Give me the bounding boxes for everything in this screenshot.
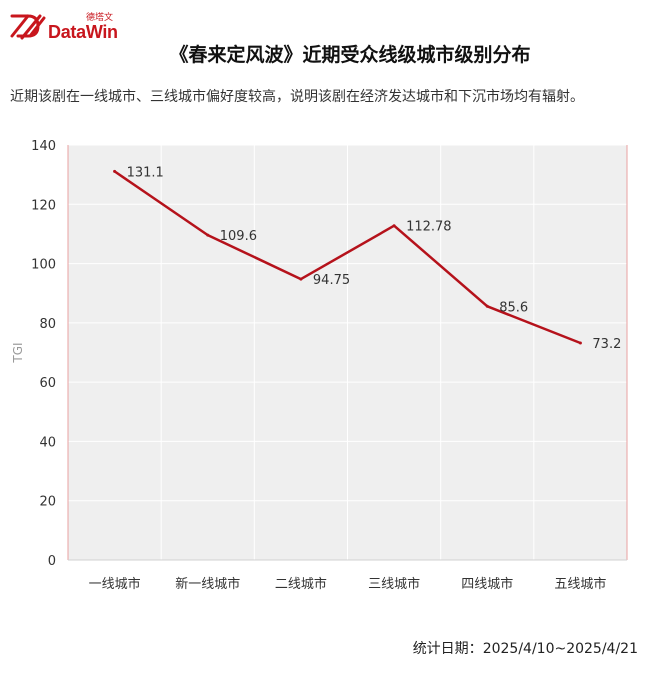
y-tick-label: 40	[39, 435, 56, 450]
data-point	[206, 233, 210, 237]
x-tick-label: 二线城市	[275, 576, 327, 592]
datawin-logo	[10, 14, 46, 40]
series-line	[113, 170, 581, 345]
data-label: 112.78	[406, 220, 452, 235]
y-tick-label: 140	[31, 139, 56, 154]
y-tick-label: 80	[39, 317, 56, 332]
y-tick-label: 100	[31, 258, 56, 273]
data-label: 85.6	[499, 300, 528, 315]
chart-subtitle: 近期该剧在一线城市、三线城市偏好度较高，说明该剧在经济发达城市和下沉市场均有辐射…	[10, 89, 584, 105]
logo-chinese-text: 德塔文	[86, 13, 114, 23]
x-tick-label: 四线城市	[461, 576, 513, 592]
x-tick-label: 一线城市	[89, 576, 141, 592]
data-point	[392, 224, 396, 228]
y-axis-title: TGI	[11, 342, 25, 363]
y-tick-label: 0	[48, 554, 56, 569]
data-point	[299, 277, 303, 281]
data-point	[113, 169, 117, 173]
logo-mark-icon	[10, 14, 46, 40]
data-label: 94.75	[313, 273, 350, 288]
data-label: 131.1	[127, 165, 164, 180]
x-tick-label: 五线城市	[554, 576, 606, 592]
y-tick-label: 120	[31, 198, 56, 213]
data-point	[578, 341, 582, 345]
data-label: 73.2	[592, 337, 621, 352]
stat-date-range: 2025/4/10~2025/4/21	[482, 641, 638, 657]
data-label: 109.6	[220, 229, 257, 244]
x-tick-label: 新一线城市	[175, 576, 240, 592]
y-tick-label: 60	[39, 376, 56, 391]
chart-title: 《春来定风波》近期受众线级城市级别分布	[169, 44, 531, 66]
y-tick-label: 20	[39, 495, 56, 510]
logo-english-text: DataWin	[48, 22, 118, 42]
stat-date: 统计日期：2025/4/10~2025/4/21	[413, 638, 638, 658]
data-point	[485, 304, 489, 308]
x-tick-label: 三线城市	[368, 576, 420, 592]
stat-date-label: 统计日期：	[412, 641, 483, 657]
